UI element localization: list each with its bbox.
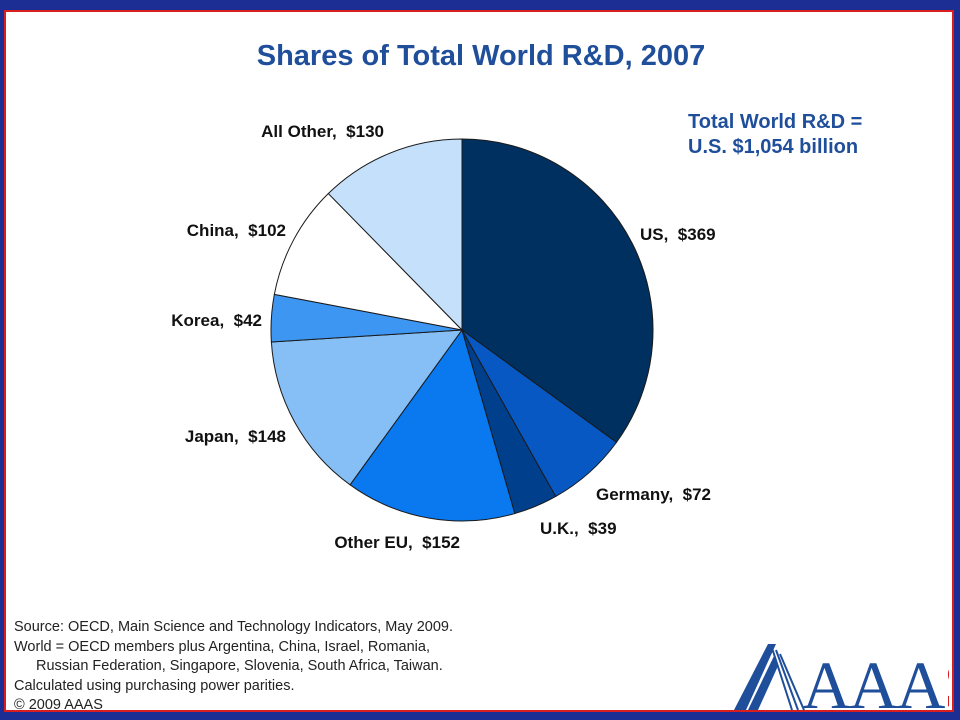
pie-slice-china [273,192,464,331]
source-notes: Source: OECD, Main Science and Technolog… [14,618,453,716]
total-annotation-line-2: U.S. $1,054 billion [688,136,859,158]
aaas-logo-icon: AAAS [734,644,949,712]
pie-slices [270,138,654,522]
copyright-line: © 2009 AAAS [14,697,103,713]
pie-label-all-other: All Other, $130 [261,122,384,141]
pie-slice-all-other [327,138,463,332]
pie-label-china: China, $102 [187,221,286,240]
pie-label-korea: Korea, $42 [171,311,262,330]
pie-labels: US, $369 Germany, $72 U.K., $39 Other EU, $… [171,122,715,552]
pie-slice-us [461,138,654,444]
pie-label-germany: Germany, $72 [596,485,711,504]
source-line-4: Calculated using purchasing power pariti… [14,677,295,694]
slide-panel: Shares of Total World R&D, 2007 Total Wo… [4,10,954,713]
pie-label-us: US, $369 [640,225,716,244]
pie-label-japan: Japan, $148 [185,427,286,446]
total-annotation: Total World R&D = U.S. $1,054 billion [688,110,862,160]
aaas-logo-text: AAAS [802,647,949,712]
aaas-logo-mark [734,644,805,711]
source-line-2: World = OECD members plus Argentina, Chi… [14,638,430,655]
pie-slice-other-eu [349,328,516,522]
source-line-3: Russian Federation, Singapore, Slovenia,… [36,658,443,674]
pie-label-u-k: U.K., $39 [540,519,617,538]
pie-chart: US, $369 Germany, $72 U.K., $39 Other EU, $… [171,122,715,552]
pie-label-other-eu: Other EU, $152 [334,533,460,552]
pie-slice-japan [270,329,464,486]
total-annotation-line-1: Total World R&D = [688,111,863,133]
source-line-1: Source: OECD, Main Science and Technolog… [14,619,453,635]
chart-title: Shares of Total World R&D, 2007 [256,40,706,72]
